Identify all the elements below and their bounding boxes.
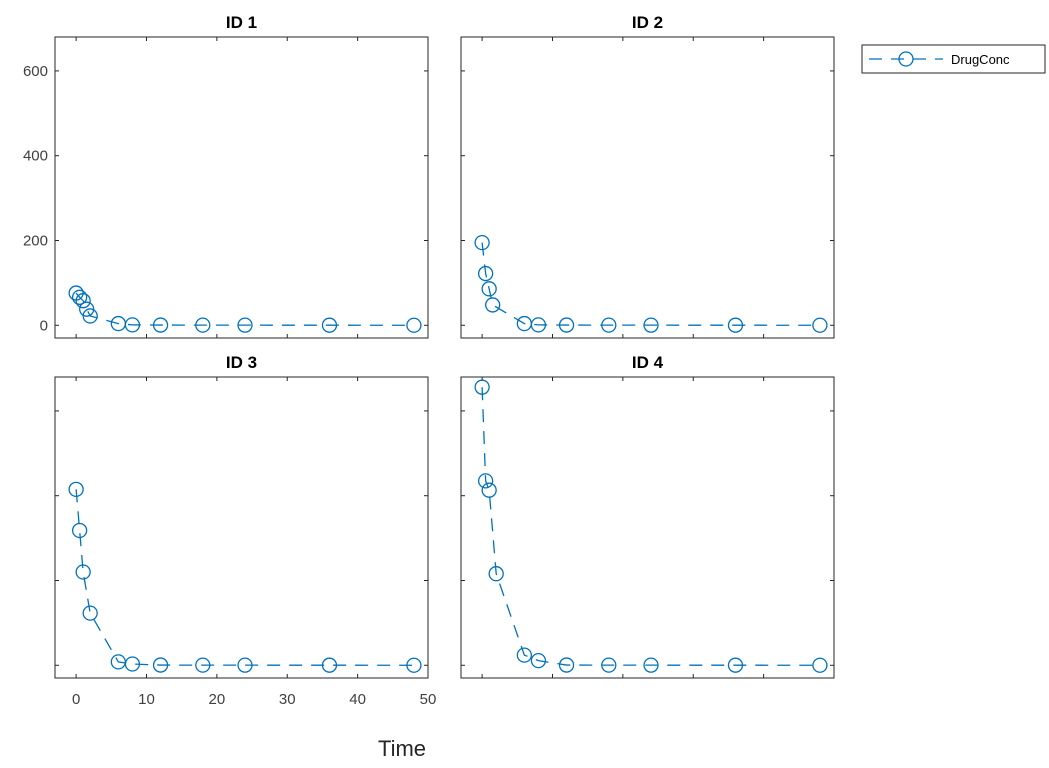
data-point [406, 657, 422, 673]
subplot-1: ID 1 0 200 400 600 [23, 13, 429, 339]
panel-title: ID 2 [632, 13, 663, 32]
axes-box [54, 376, 429, 679]
subplot-2: ID 2 [460, 13, 835, 339]
data-point [481, 281, 497, 297]
axes-box [460, 376, 835, 679]
data-point [481, 482, 497, 498]
data-point [530, 317, 547, 333]
data-point [643, 657, 659, 673]
data-point [643, 317, 659, 333]
data-point [68, 481, 84, 497]
data-point [237, 657, 253, 673]
legend: DrugConc [861, 44, 1046, 74]
panel-title: ID 3 [226, 353, 257, 372]
data-point [75, 293, 91, 309]
data-point [516, 647, 532, 663]
y-tick-label: 400 [23, 148, 48, 165]
subplot-3: ID 3 0 10 20 30 40 50 Time [54, 353, 437, 761]
data-point [727, 657, 744, 673]
data-point [601, 657, 617, 673]
data-point [152, 657, 169, 673]
data-point [727, 317, 744, 333]
data-point [477, 473, 494, 489]
data-point [812, 317, 828, 333]
data-point [488, 566, 504, 582]
x-tick-label: 10 [138, 691, 155, 708]
data-point [75, 564, 91, 580]
legend-marker [898, 51, 914, 67]
data-point [152, 317, 169, 333]
data-point [812, 657, 828, 673]
data-point [485, 297, 501, 313]
subplot-4: ID 4 [460, 353, 835, 679]
legend-label: DrugConc [951, 52, 1010, 67]
data-point [474, 379, 490, 395]
data-point [195, 317, 211, 333]
x-tick-label: 30 [279, 691, 296, 708]
y-tick-label: 0 [40, 317, 48, 334]
x-tick-label: 40 [349, 691, 366, 708]
x-tick-label: 50 [420, 691, 437, 708]
series-line-drugconc [75, 489, 414, 666]
data-point [237, 317, 253, 333]
data-point [530, 652, 547, 669]
series-line-drugconc [481, 242, 820, 326]
panel-title: ID 1 [226, 13, 257, 32]
data-point [406, 317, 422, 333]
axes-box [54, 36, 429, 339]
data-point [124, 656, 141, 672]
y-tick-label: 200 [23, 232, 48, 249]
x-tick-label: 0 [72, 691, 80, 708]
data-point [82, 605, 98, 621]
data-point [477, 265, 494, 282]
data-point [124, 317, 141, 333]
series-line-drugconc [75, 292, 414, 326]
x-axis-label: Time [378, 736, 426, 761]
data-point [558, 317, 575, 333]
y-tick-label: 600 [23, 63, 48, 80]
panel-title: ID 4 [632, 353, 664, 372]
data-point [601, 317, 617, 333]
data-point [71, 522, 88, 539]
data-point [321, 657, 338, 673]
data-point [82, 308, 98, 324]
data-point [195, 657, 211, 673]
x-tick-label: 20 [209, 691, 226, 708]
data-point [474, 234, 490, 251]
data-point [558, 657, 575, 673]
axes-box [460, 36, 835, 339]
data-point [321, 317, 338, 333]
data-point [71, 289, 88, 305]
